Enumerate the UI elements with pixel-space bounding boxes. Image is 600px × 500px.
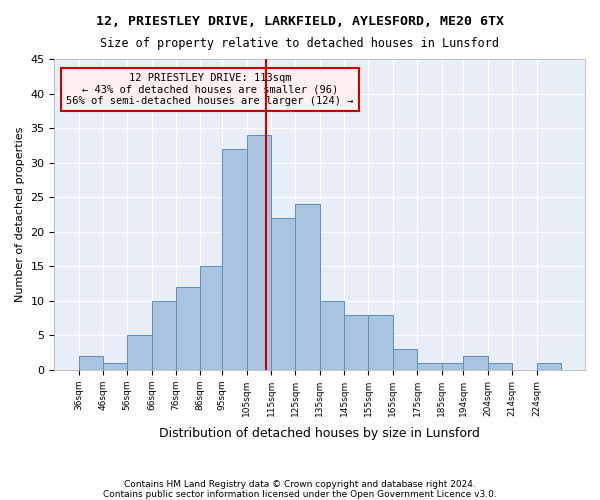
- Bar: [368, 314, 393, 370]
- Bar: [79, 356, 103, 370]
- X-axis label: Distribution of detached houses by size in Lunsford: Distribution of detached houses by size …: [159, 427, 480, 440]
- Bar: [222, 149, 247, 370]
- Bar: [393, 349, 417, 370]
- Text: Contains HM Land Registry data © Crown copyright and database right 2024.: Contains HM Land Registry data © Crown c…: [124, 480, 476, 489]
- Bar: [536, 363, 561, 370]
- Bar: [463, 356, 488, 370]
- Bar: [176, 287, 200, 370]
- Bar: [344, 314, 368, 370]
- Bar: [103, 363, 127, 370]
- Text: Size of property relative to detached houses in Lunsford: Size of property relative to detached ho…: [101, 38, 499, 51]
- Bar: [127, 336, 152, 370]
- Bar: [442, 363, 463, 370]
- Bar: [152, 300, 176, 370]
- Text: 12 PRIESTLEY DRIVE: 113sqm
← 43% of detached houses are smaller (96)
56% of semi: 12 PRIESTLEY DRIVE: 113sqm ← 43% of deta…: [67, 73, 354, 106]
- Text: Contains public sector information licensed under the Open Government Licence v3: Contains public sector information licen…: [103, 490, 497, 499]
- Text: 12, PRIESTLEY DRIVE, LARKFIELD, AYLESFORD, ME20 6TX: 12, PRIESTLEY DRIVE, LARKFIELD, AYLESFOR…: [96, 15, 504, 28]
- Bar: [271, 218, 295, 370]
- Bar: [200, 266, 222, 370]
- Bar: [295, 204, 320, 370]
- Bar: [320, 300, 344, 370]
- Bar: [488, 363, 512, 370]
- Bar: [247, 135, 271, 370]
- Y-axis label: Number of detached properties: Number of detached properties: [15, 126, 25, 302]
- Bar: [417, 363, 442, 370]
